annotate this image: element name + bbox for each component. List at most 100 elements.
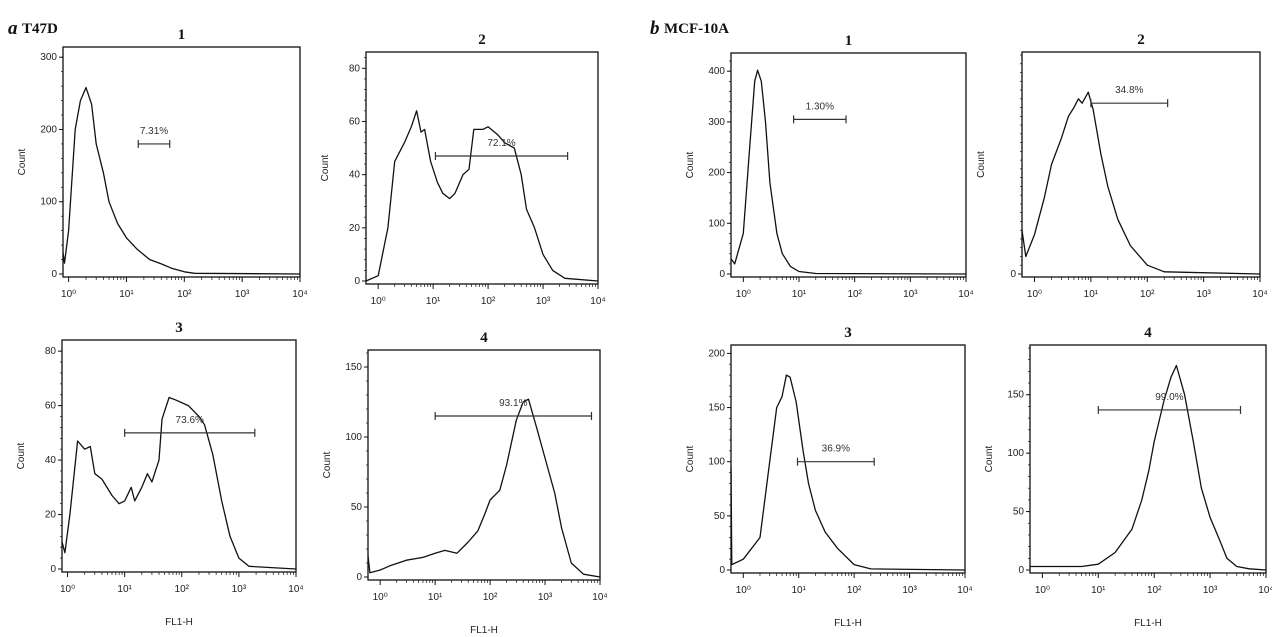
x-tick-label: 10³ bbox=[1196, 289, 1211, 300]
plot-frame bbox=[61, 339, 297, 573]
histogram-line bbox=[61, 396, 297, 570]
gate-percentage: 93.1% bbox=[499, 398, 527, 409]
y-tick-label: 300 bbox=[40, 52, 57, 63]
y-axis-label: Count bbox=[17, 148, 28, 175]
gate-percentage: 7.31% bbox=[140, 126, 168, 137]
x-tick-label: 10¹ bbox=[792, 289, 807, 300]
y-tick-label: 50 bbox=[1013, 507, 1025, 518]
panel-title: 2 bbox=[478, 32, 486, 48]
x-tick-label: 10¹ bbox=[428, 592, 443, 603]
histogram-panel-b3: 3 Count FL1-H 0 50 100 150 200 10⁰ 10¹ 10² 10³ 10⁴ 36… bbox=[685, 325, 973, 629]
x-tick-label: 10⁴ bbox=[592, 592, 607, 603]
y-axis-label: Count bbox=[976, 151, 987, 178]
panel-title: 4 bbox=[1144, 325, 1152, 341]
gate-marker: 1.30% bbox=[793, 101, 847, 124]
group-letter-a: a bbox=[8, 18, 18, 39]
gate-marker: 36.9% bbox=[796, 444, 875, 466]
histogram-line bbox=[62, 86, 301, 275]
x-tick-label: 10⁴ bbox=[590, 296, 605, 307]
gate-marker: 73.6% bbox=[124, 415, 256, 437]
histogram-panel-b4: 4 Count FL1-H 0 50 100 150 10⁰ 10¹ 10² 10³ 10⁴ 99.0% bbox=[984, 325, 1272, 629]
x-tick-label: 10⁴ bbox=[288, 584, 303, 595]
y-axis-label: Count bbox=[685, 151, 696, 178]
gate-marker: 34.8% bbox=[1090, 85, 1169, 108]
y-tick-label: 0 bbox=[719, 565, 725, 576]
x-tick-label: 10⁴ bbox=[958, 289, 973, 300]
y-tick-label: 100 bbox=[1007, 448, 1024, 459]
y-tick-label: 400 bbox=[708, 66, 725, 77]
y-tick-label: 60 bbox=[349, 116, 361, 127]
y-tick-label: 200 bbox=[40, 124, 57, 135]
plot-frame bbox=[730, 344, 966, 574]
y-axis-label: Count bbox=[322, 451, 333, 478]
histogram-line bbox=[1030, 364, 1267, 571]
histogram-line bbox=[367, 398, 601, 578]
x-tick-label: 10⁴ bbox=[1258, 585, 1272, 596]
y-tick-label: 0 bbox=[1018, 565, 1024, 576]
plot-frame bbox=[1021, 51, 1261, 278]
y-tick-label: 150 bbox=[708, 403, 725, 414]
x-tick-label: 10² bbox=[1140, 289, 1155, 300]
x-tick-label: 10¹ bbox=[117, 584, 132, 595]
histogram-panel-a3: 3 Count FL1-H 0 20 40 60 80 10⁰ 10¹ 10² 10³ 10⁴ 73.6% bbox=[16, 320, 304, 628]
x-tick-label: 10¹ bbox=[1084, 289, 1099, 300]
y-tick-label: 0 bbox=[50, 564, 56, 575]
y-axis-label: Count bbox=[984, 445, 995, 472]
y-tick-label: 300 bbox=[708, 117, 725, 128]
group-letter-b: b bbox=[650, 18, 660, 39]
y-tick-label: 100 bbox=[708, 218, 725, 229]
histogram-line bbox=[730, 374, 966, 571]
gate-marker: 93.1% bbox=[434, 398, 593, 420]
x-tick-label: 10⁰ bbox=[1035, 585, 1050, 596]
x-tick-label: 10² bbox=[175, 584, 190, 595]
x-tick-label: 10⁴ bbox=[292, 289, 307, 300]
histogram-panel-b1: 1 Count 0 100 200 300 400 10⁰ 10¹ 10² 10³ 10⁴ 1.30% bbox=[685, 33, 974, 300]
plot-frame bbox=[365, 51, 599, 285]
histogram-panel-a4: 4 Count FL1-H 0 50 100 150 10⁰ 10¹ 10² 10³ 10⁴ 93.1% bbox=[322, 330, 608, 636]
plot-frame bbox=[1029, 344, 1267, 574]
y-tick-label: 200 bbox=[708, 168, 725, 179]
y-tick-label: 0 bbox=[1010, 269, 1016, 280]
x-tick-label: 10⁰ bbox=[736, 289, 751, 300]
x-tick-label: 10⁰ bbox=[736, 585, 751, 596]
y-tick-label: 50 bbox=[714, 511, 726, 522]
plot-frame bbox=[730, 52, 967, 278]
x-tick-label: 10¹ bbox=[426, 296, 441, 307]
x-tick-label: 10² bbox=[483, 592, 498, 603]
gate-marker: 72.1% bbox=[434, 138, 569, 161]
gate-percentage: 73.6% bbox=[176, 415, 204, 426]
x-tick-label: 10³ bbox=[235, 289, 250, 300]
y-axis-label: Count bbox=[685, 445, 696, 472]
y-tick-label: 60 bbox=[45, 401, 57, 412]
x-tick-label: 10⁰ bbox=[60, 584, 75, 595]
panel-title: 3 bbox=[844, 325, 852, 341]
panel-title: 1 bbox=[178, 27, 186, 43]
x-tick-label: 10¹ bbox=[791, 585, 806, 596]
x-tick-label: 10⁰ bbox=[1027, 289, 1042, 300]
x-axis-label: FL1-H bbox=[470, 625, 498, 636]
y-tick-label: 0 bbox=[51, 269, 57, 280]
y-tick-label: 40 bbox=[349, 170, 361, 181]
y-tick-label: 100 bbox=[708, 457, 725, 468]
x-tick-label: 10⁰ bbox=[371, 296, 386, 307]
group-name-mcf10a: MCF-10A bbox=[664, 21, 729, 37]
panel-title: 3 bbox=[175, 320, 183, 336]
y-tick-label: 40 bbox=[45, 455, 57, 466]
y-tick-label: 20 bbox=[349, 223, 361, 234]
x-axis-label: FL1-H bbox=[1134, 618, 1162, 629]
x-tick-label: 10¹ bbox=[119, 289, 134, 300]
y-axis-label: Count bbox=[16, 442, 27, 469]
x-axis-label: FL1-H bbox=[165, 617, 193, 628]
plot-frame bbox=[62, 46, 301, 278]
x-axis-label: FL1-H bbox=[834, 618, 862, 629]
x-tick-label: 10⁰ bbox=[373, 592, 388, 603]
x-tick-label: 10³ bbox=[538, 592, 553, 603]
y-tick-label: 0 bbox=[354, 276, 360, 287]
histogram-panel-a2: 2 Count 0 20 40 60 80 10⁰ 10¹ 10² 10³ 10⁴ 72.1% bbox=[320, 32, 606, 307]
histogram-line bbox=[730, 69, 967, 275]
x-tick-label: 10³ bbox=[536, 296, 551, 307]
x-tick-label: 10¹ bbox=[1091, 585, 1106, 596]
y-tick-label: 80 bbox=[349, 63, 361, 74]
x-tick-label: 10³ bbox=[902, 585, 917, 596]
